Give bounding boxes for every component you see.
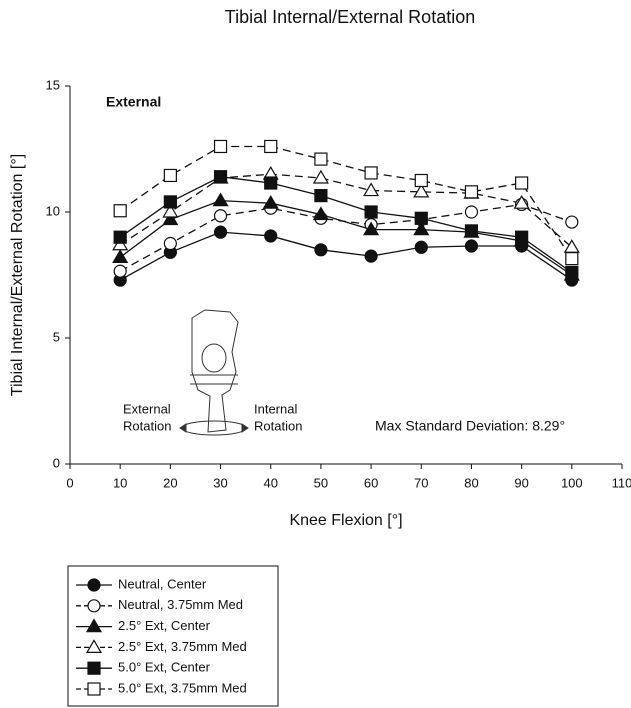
marker bbox=[513, 194, 530, 209]
marker bbox=[213, 139, 228, 154]
annotation: Rotation bbox=[123, 418, 171, 433]
annotation: Max Standard Deviation: 8.29° bbox=[375, 418, 565, 434]
y-axis-label: Tibial Internal/External Rotation [°] bbox=[9, 154, 26, 396]
marker bbox=[414, 211, 428, 225]
legend-label: 5.0° Ext, Center bbox=[118, 660, 211, 675]
marker bbox=[113, 264, 127, 278]
marker bbox=[264, 139, 278, 154]
annotation: External bbox=[106, 94, 161, 110]
x-tick-label: 80 bbox=[464, 475, 478, 490]
marker bbox=[414, 173, 428, 188]
marker bbox=[314, 152, 328, 166]
legend-label: 2.5° Ext, Center bbox=[118, 618, 211, 633]
annotation: Internal bbox=[254, 401, 297, 416]
legend-marker bbox=[87, 682, 101, 696]
y-tick-label: 5 bbox=[53, 329, 60, 344]
knee-icon bbox=[179, 309, 249, 436]
legend-marker bbox=[85, 639, 103, 653]
marker bbox=[464, 239, 479, 253]
marker bbox=[213, 170, 228, 184]
marker bbox=[563, 239, 580, 253]
marker bbox=[163, 168, 177, 183]
marker bbox=[213, 209, 228, 223]
x-tick-label: 110 bbox=[612, 475, 631, 490]
marker bbox=[212, 192, 229, 207]
marker bbox=[162, 203, 179, 218]
x-tick-label: 70 bbox=[414, 475, 428, 490]
marker bbox=[363, 221, 380, 236]
annotation: Rotation bbox=[254, 418, 302, 433]
x-tick-label: 100 bbox=[561, 475, 583, 490]
x-tick-label: 50 bbox=[314, 475, 328, 490]
marker bbox=[163, 236, 177, 251]
x-tick-label: 90 bbox=[514, 475, 528, 490]
marker bbox=[464, 205, 479, 219]
legend-box bbox=[67, 565, 279, 707]
marker bbox=[515, 230, 529, 244]
marker bbox=[264, 176, 278, 190]
marker bbox=[113, 204, 127, 218]
marker bbox=[464, 224, 479, 238]
series-line bbox=[119, 176, 573, 274]
series-line bbox=[119, 145, 573, 259]
annotation: External bbox=[123, 401, 171, 416]
marker bbox=[364, 249, 378, 263]
legend-label: 2.5° Ext, 3.75mm Med bbox=[118, 639, 247, 654]
marker bbox=[113, 230, 127, 244]
marker bbox=[213, 225, 228, 239]
series-line bbox=[119, 173, 573, 248]
marker bbox=[163, 195, 177, 209]
marker bbox=[112, 249, 129, 263]
legend-label: Neutral, Center bbox=[118, 576, 207, 591]
legend-marker bbox=[87, 661, 101, 675]
marker bbox=[262, 194, 279, 209]
legend-marker bbox=[87, 578, 101, 592]
y-tick-label: 15 bbox=[46, 77, 60, 92]
marker bbox=[565, 265, 579, 280]
x-tick-label: 30 bbox=[213, 475, 227, 490]
x-tick-label: 10 bbox=[113, 475, 127, 490]
marker bbox=[363, 182, 380, 197]
legend-marker bbox=[85, 618, 103, 633]
marker bbox=[565, 252, 579, 266]
marker bbox=[414, 240, 428, 254]
marker bbox=[515, 176, 529, 190]
marker bbox=[364, 205, 378, 219]
x-tick-label: 0 bbox=[66, 475, 73, 490]
x-axis-label: Knee Flexion [°] bbox=[289, 512, 402, 529]
marker bbox=[413, 183, 430, 198]
marker bbox=[314, 189, 328, 203]
x-tick-label: 20 bbox=[163, 475, 177, 490]
marker bbox=[162, 211, 179, 226]
legend-marker bbox=[87, 599, 101, 613]
marker bbox=[464, 185, 479, 199]
marker bbox=[565, 215, 579, 229]
series-line bbox=[119, 200, 573, 276]
marker bbox=[413, 221, 430, 236]
marker bbox=[364, 166, 378, 180]
chart-title: Tibial Internal/External Rotation bbox=[225, 7, 475, 27]
legend-label: Neutral, 3.75mm Med bbox=[118, 597, 243, 612]
legend-label: 5.0° Ext, 3.75mm Med bbox=[118, 680, 247, 695]
series-line bbox=[119, 231, 573, 281]
y-tick-label: 10 bbox=[46, 203, 60, 218]
marker bbox=[312, 206, 329, 221]
marker bbox=[264, 229, 278, 243]
marker bbox=[312, 169, 329, 184]
y-tick-label: 0 bbox=[53, 455, 60, 470]
marker bbox=[314, 243, 328, 257]
x-tick-label: 40 bbox=[263, 475, 277, 490]
x-tick-label: 60 bbox=[364, 475, 378, 490]
